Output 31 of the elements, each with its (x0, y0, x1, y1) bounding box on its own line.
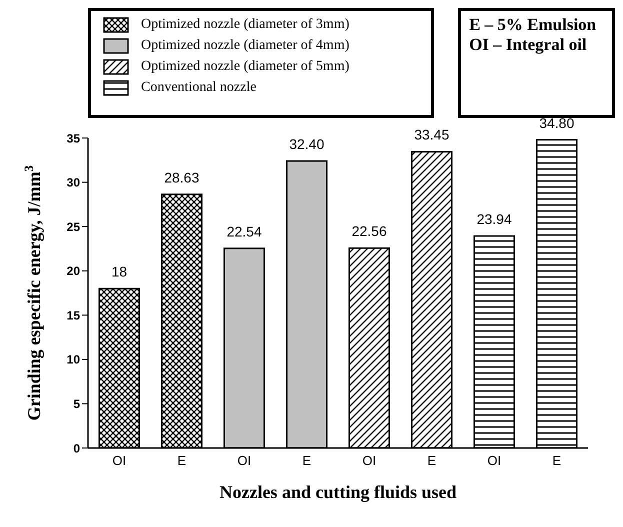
y-tick-label: 35 (66, 131, 80, 146)
text: OI – Integral oil (469, 35, 588, 55)
x-axis-title: Nozzles and cutting fluids used (219, 482, 457, 502)
x-tick-label: OI (112, 453, 126, 468)
y-tick-label: 20 (66, 264, 80, 278)
x-tick-label: E (177, 453, 186, 468)
y-tick-label: 15 (66, 308, 80, 322)
y-tick-label: 5 (73, 396, 80, 411)
data-label: 22.56 (352, 223, 387, 240)
data-label: 28.63 (164, 169, 200, 186)
x-tick-label: OI (237, 453, 252, 468)
data-label: 23.94 (476, 210, 512, 227)
data-label: 18 (111, 264, 128, 280)
data-label: 22.54 (226, 223, 262, 240)
text: E – 5% Emulsion (469, 15, 598, 35)
legend-label: Optimized nozzle (diameter of 4mm) (141, 38, 350, 54)
y-tick-label: 25 (66, 220, 80, 234)
legend-label: Conventional nozzle (141, 80, 256, 96)
data-label: 32.40 (289, 136, 324, 152)
x-tick-label: OI (362, 453, 376, 468)
legend-label: Optimized nozzle (diameter of 3mm) (141, 16, 350, 32)
x-tick-label: E (552, 453, 562, 468)
data-label: 33.45 (414, 126, 450, 143)
y-tick-label: 10 (66, 352, 80, 367)
data-label: 34.80 (539, 114, 574, 131)
y-tick-label: 30 (66, 176, 80, 190)
y-tick-label: 0 (73, 441, 80, 456)
x-tick-label: OI (487, 453, 502, 468)
legend-label: Optimized nozzle (diameter of 5mm) (141, 58, 350, 74)
x-tick-label: E (427, 453, 436, 468)
x-tick-label: E (302, 453, 312, 468)
